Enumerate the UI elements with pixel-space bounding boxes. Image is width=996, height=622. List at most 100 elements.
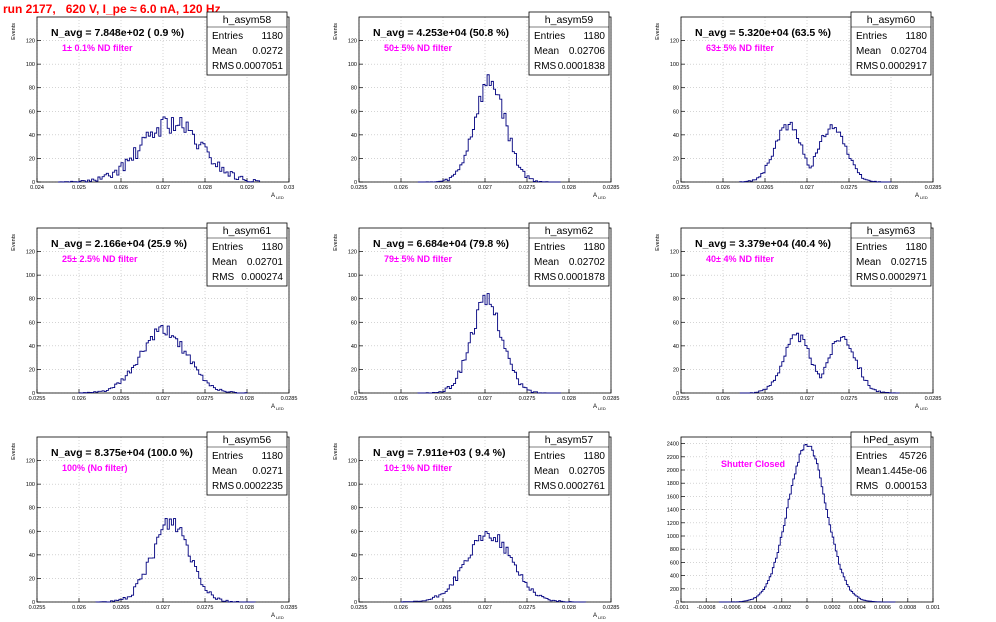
stats-box <box>850 431 932 496</box>
y-tick-label: 80 <box>351 297 357 303</box>
plot-frame <box>36 436 290 603</box>
y-tick-label: 120 <box>348 459 357 465</box>
y-tick-label: 120 <box>670 39 679 45</box>
stats-key: Entries <box>534 242 565 253</box>
hist-name: hPed_asym <box>863 434 919 446</box>
y-axis-label: Events <box>333 23 339 40</box>
y-tick-label: 0 <box>32 391 35 397</box>
hist-name: h_asym61 <box>223 225 272 237</box>
histogram-line <box>78 325 248 394</box>
n-avg-text: N_avg = 5.320e+04 (63.5 %) <box>695 27 831 39</box>
x-tick-label: 0.026 <box>394 605 408 611</box>
x-tick-label: 0.0275 <box>841 185 858 191</box>
y-tick-label: 40 <box>673 344 679 350</box>
y-tick-label: 80 <box>29 297 35 303</box>
histogram-panel-h_asym63: 0.0255 0.026 0.0265 0.027 0.0275 0.028 0.0285 0… <box>655 222 942 411</box>
stats-value: 0.02705 <box>569 466 606 477</box>
filter-label: 100% (No filter) <box>62 463 128 473</box>
x-tick-label: 0.0285 <box>603 605 620 611</box>
y-tick-label: 20 <box>29 156 35 162</box>
x-tick-label: 0.0285 <box>925 396 942 402</box>
histogram-panel-h_asym61: 0.0255 0.026 0.0265 0.027 0.0275 0.028 0.0285 0… <box>11 222 298 411</box>
stats-value: 0.0001878 <box>558 272 606 283</box>
stats-key: RMS <box>856 481 879 492</box>
x-tick-label: 0.024 <box>30 185 44 191</box>
x-tick-label: 0.028 <box>198 185 212 191</box>
stats-key: RMS <box>212 272 235 283</box>
x-tick-label: 0.0004 <box>849 605 866 611</box>
filter-label: Shutter Closed <box>721 459 785 469</box>
stats-key: RMS <box>212 481 235 492</box>
n-avg-text: N_avg = 8.375e+04 (100.0 %) <box>51 447 193 459</box>
stats-key: Entries <box>856 451 887 462</box>
stats-box <box>206 222 288 287</box>
y-tick-label: 100 <box>26 482 35 488</box>
x-tick-label: 0.001 <box>926 605 940 611</box>
y-tick-label: 20 <box>351 576 357 582</box>
histogram-line <box>58 116 261 183</box>
plot-frame <box>680 16 934 183</box>
y-tick-label: 0 <box>354 180 357 186</box>
y-tick-label: 120 <box>26 39 35 45</box>
y-tick-label: 40 <box>351 133 357 139</box>
y-axis-label: Events <box>333 234 339 251</box>
x-tick-label: 0.027 <box>478 396 492 402</box>
hist-name: h_asym63 <box>867 225 916 237</box>
n-avg-text: N_avg = 3.379e+04 (40.4 %) <box>695 238 831 250</box>
plot-frame <box>680 227 934 394</box>
plot-frame <box>680 436 934 603</box>
x-tick-label: 0.0265 <box>757 396 774 402</box>
n-avg-text: N_avg = 7.911e+03 ( 9.4 %) <box>373 447 506 459</box>
plot-frame <box>358 436 612 603</box>
stats-key: RMS <box>534 61 557 72</box>
x-tick-label: 0.028 <box>884 185 898 191</box>
stats-value: 0.02702 <box>569 257 606 268</box>
stats-value: 0.000274 <box>241 272 283 283</box>
y-tick-label: 100 <box>26 273 35 279</box>
y-tick-label: 20 <box>29 367 35 373</box>
x-tick-label: 0.0255 <box>673 185 690 191</box>
stats-key: RMS <box>534 481 557 492</box>
x-tick-label: 0.027 <box>156 605 170 611</box>
n-avg-text: N_avg = 2.166e+04 (25.9 %) <box>51 238 187 250</box>
histogram-panel-h_asym57: 0.0255 0.026 0.0265 0.027 0.0275 0.028 0.0285 0… <box>333 431 620 620</box>
stats-box <box>206 431 288 496</box>
stats-box <box>528 11 610 76</box>
x-tick-label: 0.026 <box>114 185 128 191</box>
histogram-line <box>417 74 561 183</box>
n-avg-text: N_avg = 6.684e+04 (79.8 %) <box>373 238 509 250</box>
x-tick-label: 0.0265 <box>435 185 452 191</box>
x-tick-label: 0.0265 <box>435 396 452 402</box>
stats-value: 0.0002917 <box>880 61 928 72</box>
stats-key: Entries <box>212 31 243 42</box>
y-tick-label: 20 <box>673 156 679 162</box>
y-tick-label: 20 <box>351 367 357 373</box>
y-tick-label: 80 <box>29 506 35 512</box>
x-tick-label: 0.026 <box>716 185 730 191</box>
stats-key: Mean <box>856 466 881 477</box>
stats-value: 0.0001838 <box>558 61 606 72</box>
stats-key: Mean <box>534 46 559 57</box>
stats-key: Mean <box>856 257 881 268</box>
x-tick-label: 0.027 <box>156 396 170 402</box>
y-tick-label: 0 <box>32 600 35 606</box>
x-tick-label: 0.028 <box>240 605 254 611</box>
x-tick-label: 0.0285 <box>281 396 298 402</box>
filter-label: 79± 5% ND filter <box>384 254 452 264</box>
stats-key: Mean <box>212 466 237 477</box>
stats-key: Entries <box>534 451 565 462</box>
x-tick-label: 0.0285 <box>603 185 620 191</box>
stats-value: 0.02704 <box>891 46 928 57</box>
stats-value: 1180 <box>261 451 283 462</box>
x-tick-label: 0 <box>805 605 808 611</box>
y-tick-label: 100 <box>348 273 357 279</box>
y-tick-label: 100 <box>670 62 679 68</box>
histogram-panel-h_asym56: 0.0255 0.026 0.0265 0.027 0.0275 0.028 0.0285 0… <box>11 431 297 620</box>
stats-value: 1.445e-06 <box>882 466 927 477</box>
histogram-line <box>417 293 562 394</box>
stats-key: RMS <box>856 272 879 283</box>
y-tick-label: 0 <box>676 600 679 606</box>
histogram-panel-h_asym58: 0.024 0.025 0.026 0.027 0.028 0.029 0.03 0 20 40 6… <box>11 11 294 200</box>
y-tick-label: 2400 <box>667 442 679 448</box>
y-tick-label: 80 <box>351 86 357 92</box>
